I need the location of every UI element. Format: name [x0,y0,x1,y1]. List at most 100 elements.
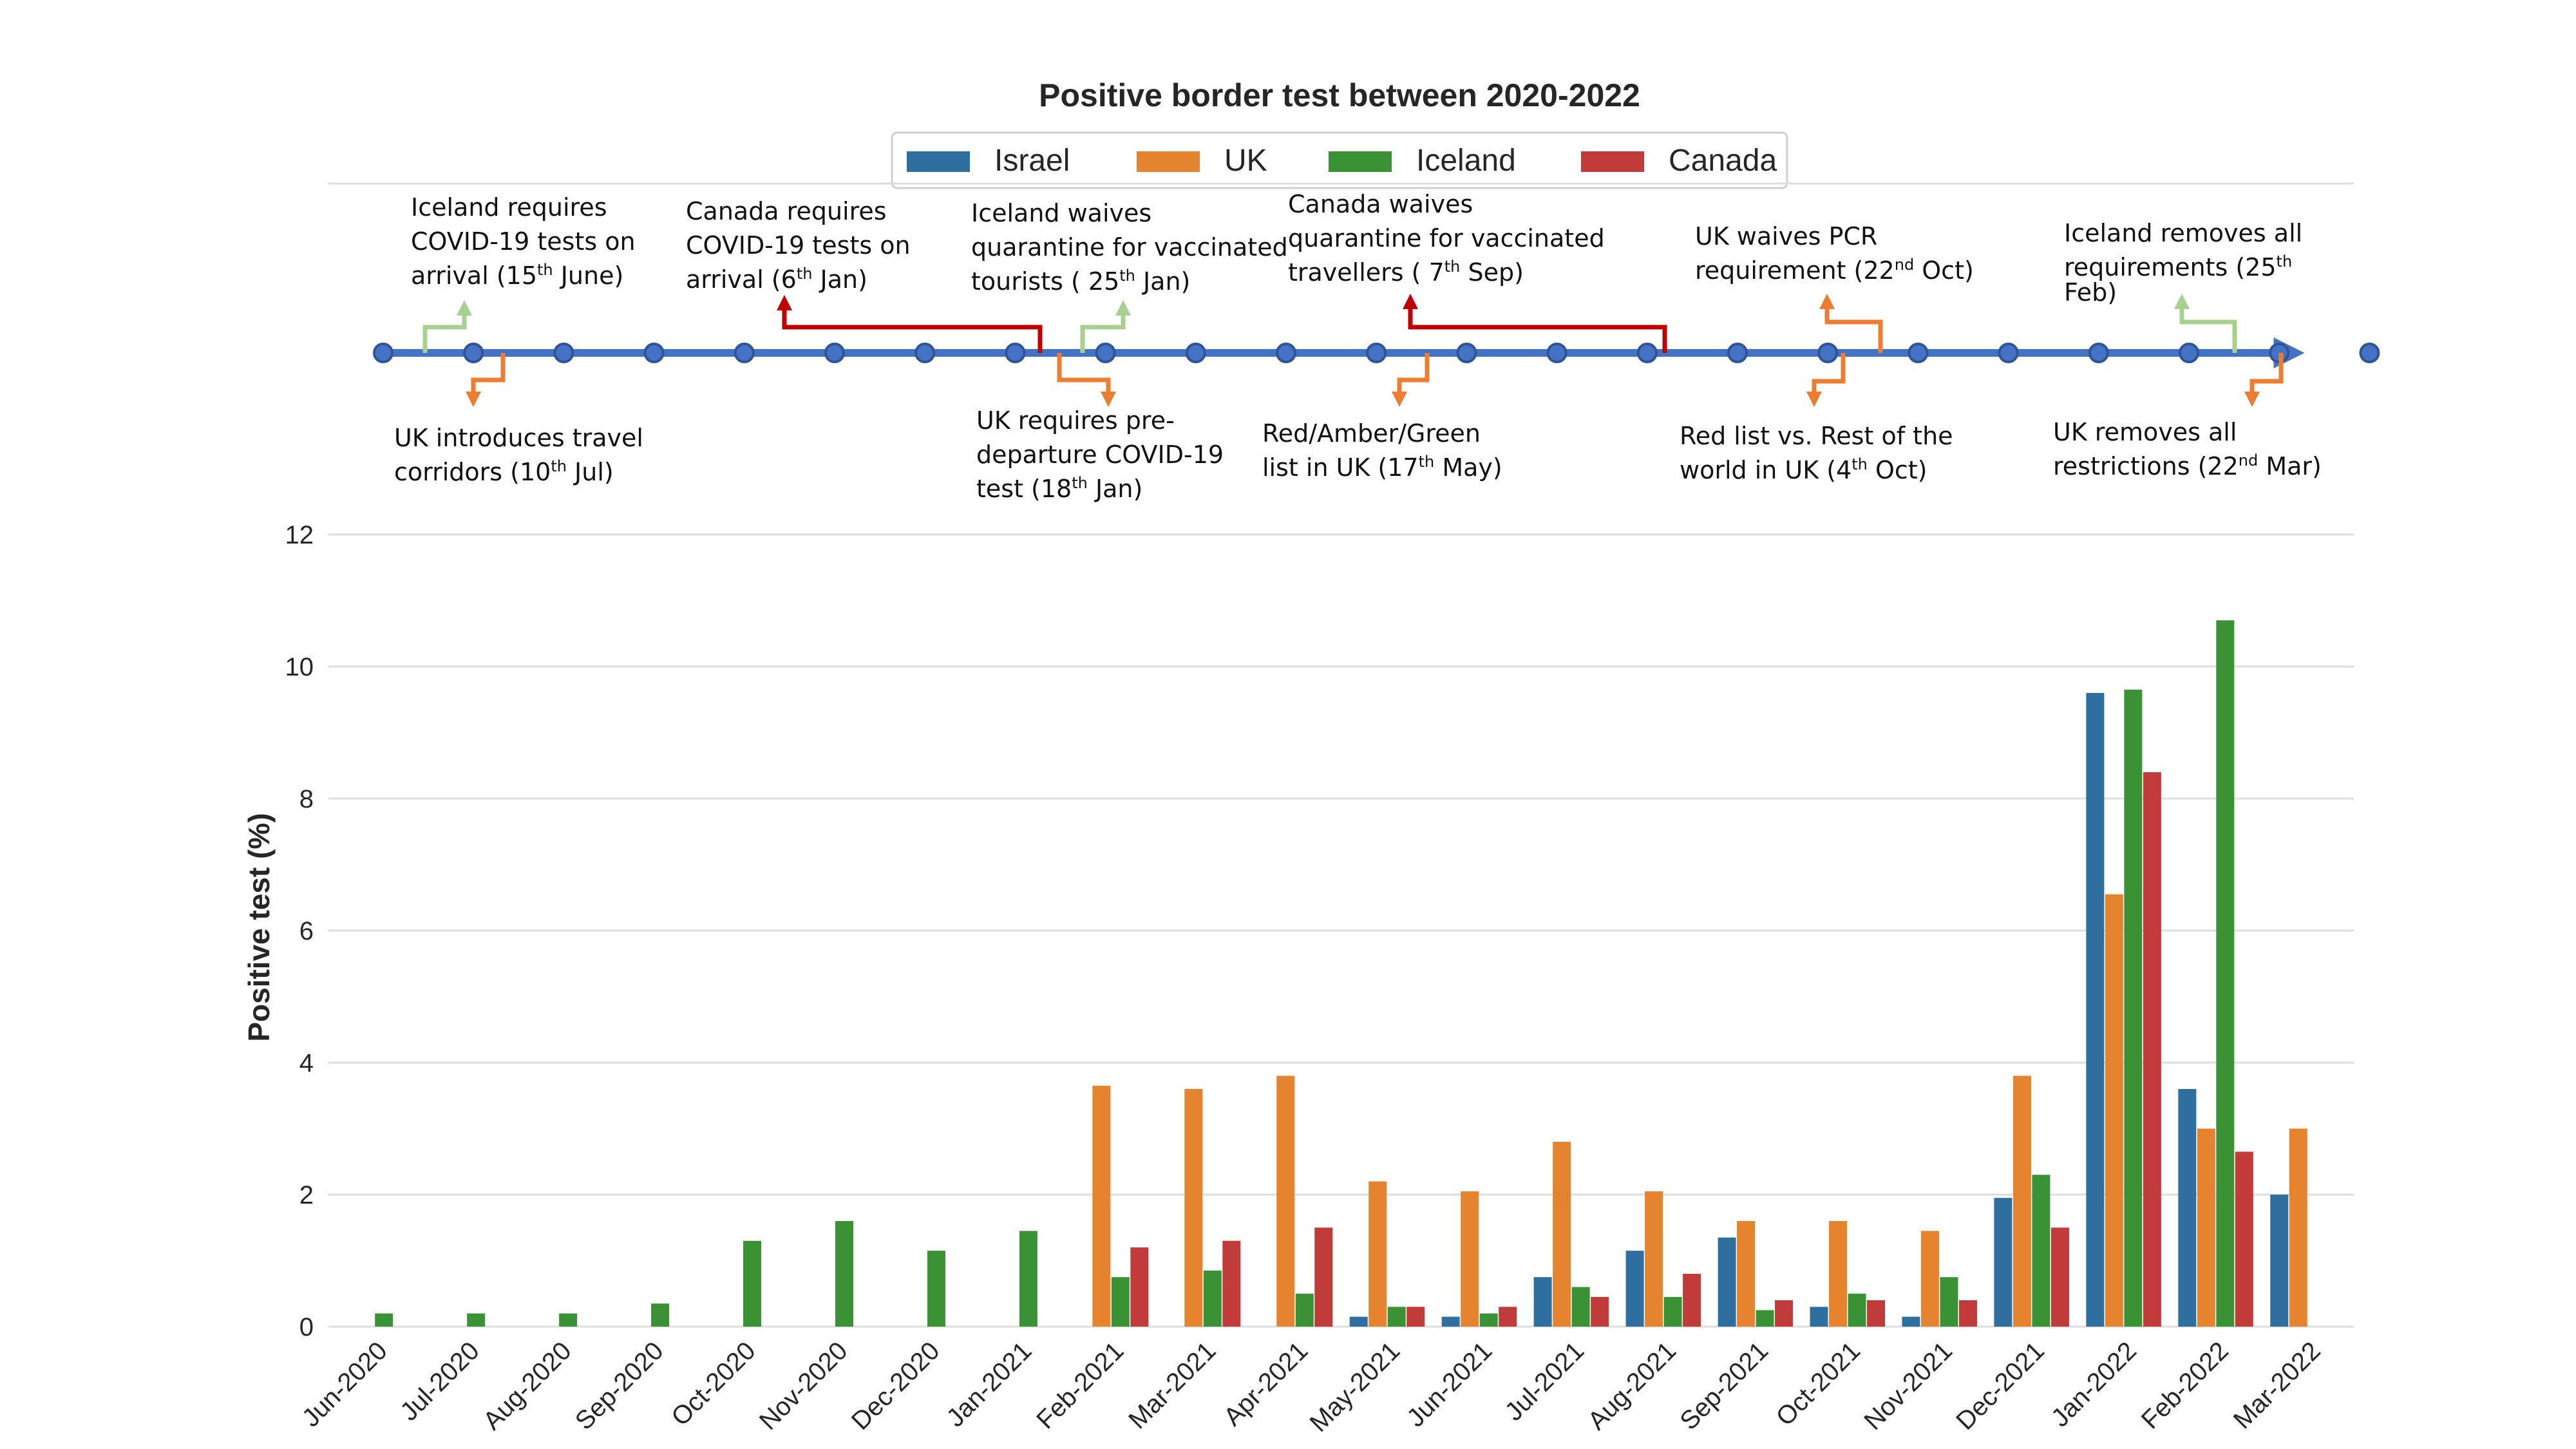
x-tick-label: Oct-2020 [666,1336,761,1431]
bar-uk-feb-2021 [1092,1085,1111,1327]
event-arrowhead [2174,294,2190,309]
bar-iceland-feb-2021 [1111,1277,1130,1327]
chart-title: Positive border test between 2020-2022 [1039,77,1640,113]
timeline-node [2359,343,2380,363]
event-label-rest: Mar) [2258,452,2322,480]
event-arrowhead [1403,294,1418,309]
timeline-node [1366,343,1387,363]
bar-iceland-jan-2022 [2124,689,2143,1327]
event-connector [1397,353,1430,398]
event-label: UK removes all restrictions (22nd Mar) [2053,418,2322,480]
x-tick-label: Jul-2021 [1500,1336,1590,1426]
event-connector [1080,309,1126,353]
timeline-node [1456,343,1477,363]
event-label-line: restrictions (22 [2053,452,2239,480]
x-tick-label: Oct-2021 [1771,1336,1866,1431]
bar-canada-mar-2021 [1222,1240,1241,1327]
event-arrowhead [1101,392,1116,407]
legend-swatch-uk [1137,151,1200,172]
bar-israel-may-2021 [1349,1316,1368,1327]
bar-canada-jan-2022 [2143,772,2161,1327]
bar-iceland-nov-2021 [1940,1277,1958,1327]
bar-canada-feb-2022 [2235,1151,2253,1327]
bar-uk-mar-2022 [2289,1128,2307,1327]
event-connector [1824,303,1883,353]
event-label-sup: th [1419,453,1435,471]
event-label-sup: th [1852,455,1868,473]
event-label-sup: nd [2239,451,2258,469]
bar-iceland-jun-2021 [1479,1313,1498,1327]
event-arrowhead [1115,300,1131,316]
event-label-rest: Oct) [1914,256,1974,285]
bar-israel-jul-2021 [1533,1277,1552,1327]
y-tick-label: 4 [299,1049,314,1077]
timeline-node [2179,343,2199,363]
event-label-line: Canada waives [1288,190,1473,218]
bar-uk-jul-2021 [1553,1142,1571,1327]
event-label-sup: th [1444,258,1461,276]
bar-uk-dec-2021 [2012,1075,2031,1327]
bar-israel-mar-2022 [2270,1195,2289,1327]
event-label-line: UK introduces travel [394,424,643,452]
legend-label-iceland: Iceland [1416,144,1516,178]
event-label-line: test (18 [976,475,1072,503]
bar-canada-sep-2021 [1775,1300,1794,1327]
bar-canada-oct-2021 [1867,1300,1885,1327]
event-label-rest: Sep) [1460,258,1524,287]
event-label-line: list in UK (17 [1262,453,1419,482]
bar-israel-dec-2021 [1994,1198,2012,1327]
event-label-line: Iceland removes all [2064,219,2302,247]
event-label-rest: May) [1434,453,1502,482]
event-label: UK requires pre-departure COVID-19 test (… [976,406,1224,503]
bar-iceland-jul-2020 [467,1313,486,1327]
x-tick-label: May-2021 [1304,1336,1405,1437]
bar-iceland-dec-2021 [2032,1175,2050,1327]
timeline-node [1185,343,1206,363]
event-label: Red/Amber/Green list in UK (17th May) [1262,419,1502,482]
legend-label-israel: Israel [994,144,1070,178]
timeline-node [373,343,393,363]
event-label-line: world in UK (4 [1680,456,1852,484]
event-label-line: COVID-19 tests on [686,231,911,260]
x-tick-label: Jan-2021 [941,1336,1037,1432]
bar-israel-sep-2021 [1718,1237,1736,1327]
event-label-line: Red list vs. Rest of the [1680,422,1953,450]
event-label: Red list vs. Rest of the world in UK (4th… [1680,422,1953,484]
event-connector [1812,353,1846,398]
bar-uk-mar-2021 [1184,1089,1203,1327]
bar-israel-feb-2022 [2178,1089,2197,1327]
timeline: Iceland requires COVID-19 tests on arrival… [373,190,2380,503]
legend-label-uk: UK [1224,144,1267,178]
x-tick-label: Sep-2020 [570,1336,669,1435]
bar-iceland-aug-2021 [1663,1296,1682,1327]
event-connector [422,309,467,353]
event-label-line: requirements (25 [2064,253,2277,281]
bar-iceland-dec-2020 [927,1251,945,1327]
bar-uk-may-2021 [1368,1181,1387,1327]
bar-iceland-may-2021 [1387,1307,1406,1327]
bar-israel-oct-2021 [1810,1307,1828,1327]
x-tick-label: Jun-2020 [297,1336,393,1432]
bar-uk-oct-2021 [1829,1221,1847,1327]
event-arrowhead [1392,392,1407,407]
bar-canada-dec-2021 [2050,1227,2069,1327]
bar-iceland-sep-2020 [651,1303,670,1327]
event-label-line: UK requires pre- [976,406,1175,435]
bar-uk-feb-2022 [2197,1128,2215,1327]
event-label-rest: Jan) [812,265,867,294]
x-tick-label: Jun-2021 [1401,1336,1497,1432]
y-tick-label: 2 [299,1181,314,1209]
event-arrowhead [457,300,472,316]
x-tick-label: Jul-2020 [395,1336,485,1426]
y-tick-label: 6 [299,917,314,945]
timeline-node [914,343,936,363]
x-tick-label: Mar-2022 [2228,1336,2326,1434]
event-connector [1408,303,1667,353]
legend: Israel UK Iceland Canada [891,131,1788,189]
event-arrowhead [2244,392,2260,407]
timeline-node [1998,343,2019,363]
event-label: Canada waives quarantine for vaccinated tr… [1288,190,1605,287]
legend-label-canada: Canada [1669,144,1777,178]
timeline-node [1817,343,1839,363]
timeline-node [1005,343,1026,363]
